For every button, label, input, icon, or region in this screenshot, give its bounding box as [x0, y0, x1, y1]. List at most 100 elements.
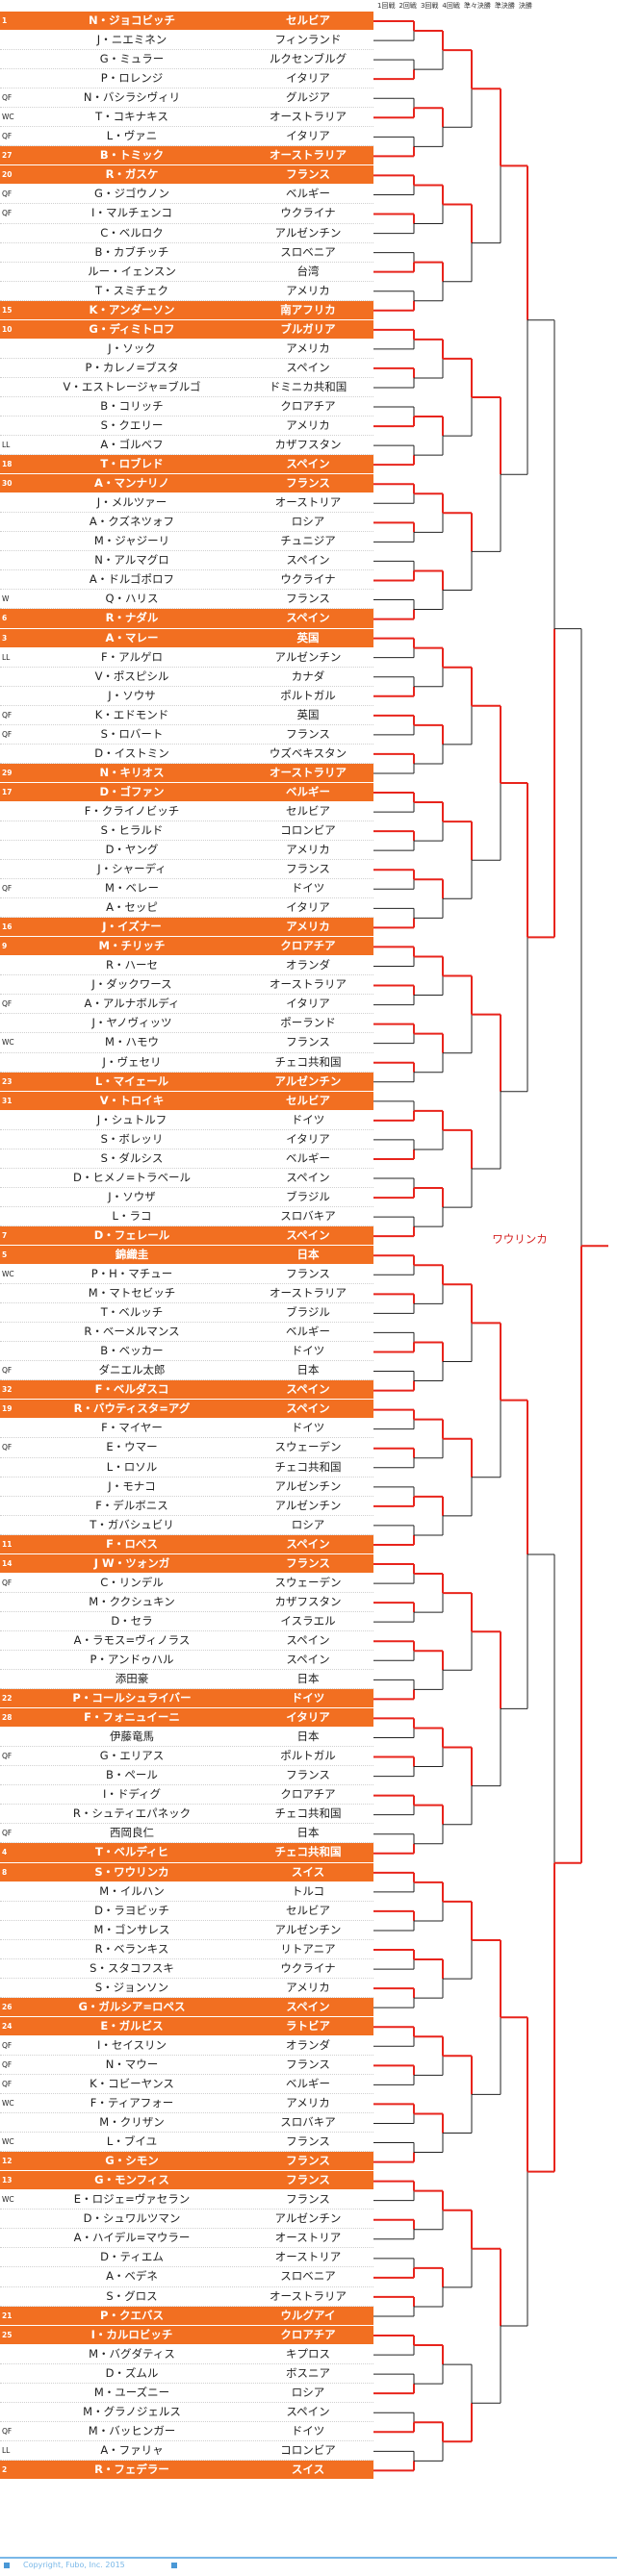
player-country: イタリア — [286, 900, 330, 915]
entry-tag: WC — [2, 2137, 14, 2147]
player-row: ルー・イェンスン 台湾 — [0, 263, 373, 282]
player-row: S・グロス オーストラリア — [0, 2287, 373, 2307]
player-row: J・シャーディ フランス — [0, 860, 373, 880]
player-name: J・ダックワース — [91, 977, 172, 992]
player-country: ウズベキスタン — [269, 745, 347, 760]
player-row: W Q・ハリス フランス — [0, 590, 373, 610]
player-country: ベルギー — [286, 187, 330, 201]
player-row: WC E・ロジェ=ヴァセラン フランス — [0, 2190, 373, 2210]
player-row: T・ベルッチ ブラジル — [0, 1303, 373, 1324]
player-name: L・マイェール — [94, 1073, 169, 1088]
player-country: ポルトガル — [280, 1749, 336, 1763]
player-name: L・ロソル — [106, 1459, 158, 1474]
player-country: セルビア — [286, 1093, 330, 1107]
player-country: アメリカ — [286, 920, 330, 934]
player-country: 日本 — [296, 1363, 320, 1377]
entry-tag: 22 — [2, 1694, 13, 1704]
player-name: N・マウー — [105, 2057, 159, 2071]
player-name: D・ヒメノ=トラベール — [73, 1170, 191, 1184]
seeded-player-row: 18 T・ロブレド スペイン — [0, 455, 373, 475]
player-name: S・スタコフスキ — [90, 1960, 174, 1975]
player-row: F・デルボニス アルゼンチン — [0, 1497, 373, 1516]
player-country: アルゼンチン — [274, 1498, 342, 1512]
entry-tag: LL — [2, 2445, 11, 2455]
player-row: B・ペール フランス — [0, 1766, 373, 1786]
entry-tag: 8 — [2, 1867, 8, 1877]
round-label: 決勝 — [518, 2, 532, 10]
seeded-player-row: 21 P・クエバス ウルグアイ — [0, 2306, 373, 2326]
player-country: フランス — [286, 2154, 330, 2168]
player-name: S・ジョンソン — [94, 1980, 169, 1994]
player-country: スイス — [291, 1864, 325, 1879]
player-name: M・マトセビッチ — [88, 1286, 176, 1301]
player-name: A・クズネツォフ — [89, 515, 175, 529]
player-country: ブラジル — [286, 1189, 330, 1203]
entry-tag: QF — [2, 1829, 13, 1838]
seeded-player-row: 6 R・ナダル スペイン — [0, 609, 373, 629]
seeded-player-row: 27 B・トミック オーストラリア — [0, 146, 373, 166]
player-row: D・ラヨビッチ セルビア — [0, 1902, 373, 1921]
player-name: D・ヤング — [105, 843, 159, 857]
player-row: M・マトセビッチ オーストラリア — [0, 1284, 373, 1304]
entry-tag: QF — [2, 209, 13, 218]
player-country: オーストリア — [274, 2231, 342, 2245]
entry-tag: QF — [2, 2426, 13, 2436]
player-row: T・ガバシュビリ ロシア — [0, 1516, 373, 1535]
player-name: F・デルボニス — [95, 1498, 168, 1512]
player-country: 日本 — [296, 1248, 320, 1261]
player-row: QF K・エドモンド 英国 — [0, 706, 373, 725]
player-row: S・ヒラルド コロンビア — [0, 821, 373, 842]
entry-tag: 19 — [2, 1404, 13, 1414]
player-row: C・ベルロク アルゼンチン — [0, 224, 373, 243]
player-name: N・バシラシヴィリ — [83, 90, 181, 105]
player-country: ドイツ — [291, 2423, 325, 2437]
player-country: ドイツ — [291, 1344, 325, 1358]
player-name: J・モナコ — [108, 1478, 156, 1493]
seeded-player-row: 1 N・ジョコビッチ セルビア — [0, 12, 373, 32]
entry-tag: QF — [2, 729, 13, 739]
seeded-player-row: 20 R・ガスケ フランス — [0, 165, 373, 186]
seeded-player-row: 19 R・バウティスタ=アグ スペイン — [0, 1400, 373, 1420]
player-name: M・バッヒンガー — [88, 2423, 176, 2437]
player-row: QF N・バシラシヴィリ グルジア — [0, 88, 373, 109]
player-row: 伊藤竜馬 日本 — [0, 1728, 373, 1748]
player-name: R・ガスケ — [105, 167, 159, 182]
player-country: ブルガリア — [280, 321, 336, 336]
player-name: E・ロジェ=ヴァセラン — [73, 2192, 191, 2207]
player-name: F・ロペス — [106, 1536, 158, 1551]
player-name: P・ロレンジ — [100, 71, 164, 86]
player-name: A・マンナリノ — [94, 476, 169, 491]
entry-tag: 16 — [2, 922, 13, 932]
player-country: フランス — [286, 1035, 330, 1049]
player-name: M・イルハン — [99, 1883, 165, 1898]
player-country: ロシア — [291, 1517, 325, 1531]
player-name: B・ペール — [106, 1768, 158, 1782]
player-name: K・エドモンド — [94, 707, 169, 721]
entry-tag: 30 — [2, 479, 13, 489]
player-country: 台湾 — [296, 264, 320, 278]
player-country: オランダ — [286, 2037, 330, 2052]
entry-tag: QF — [2, 1752, 13, 1761]
player-name: J・ヴェセリ — [102, 1054, 162, 1069]
player-name: S・ワウリンカ — [94, 1864, 169, 1879]
player-country: アルゼンチン — [274, 2211, 342, 2226]
player-name: 伊藤竜馬 — [110, 1730, 154, 1744]
player-name: B・コリッチ — [100, 398, 164, 413]
player-row: A・ハイデル=マウラー オーストリア — [0, 2229, 373, 2249]
player-name: L・ラコ — [112, 1208, 152, 1223]
player-name: A・ベデネ — [106, 2269, 158, 2284]
player-row: WC T・コキナキス オーストラリア — [0, 108, 373, 128]
player-name: M・クリザン — [99, 2115, 165, 2130]
player-country: カザフスタン — [274, 1594, 342, 1608]
player-name: I・ドディグ — [102, 1787, 162, 1802]
player-country: 南アフリカ — [280, 302, 336, 316]
player-row: V・ポスピシル カナダ — [0, 668, 373, 687]
entry-tag: QF — [2, 1366, 13, 1376]
player-country: 日本 — [296, 1672, 320, 1686]
player-row: A・ドルゴポロフ ウクライナ — [0, 570, 373, 591]
player-country: スペイン — [286, 1402, 330, 1416]
entry-tag: LL — [2, 441, 11, 450]
player-country: リトアニア — [280, 1941, 336, 1956]
player-country: ドイツ — [291, 1421, 325, 1435]
player-name: P・クエバス — [100, 2308, 164, 2322]
